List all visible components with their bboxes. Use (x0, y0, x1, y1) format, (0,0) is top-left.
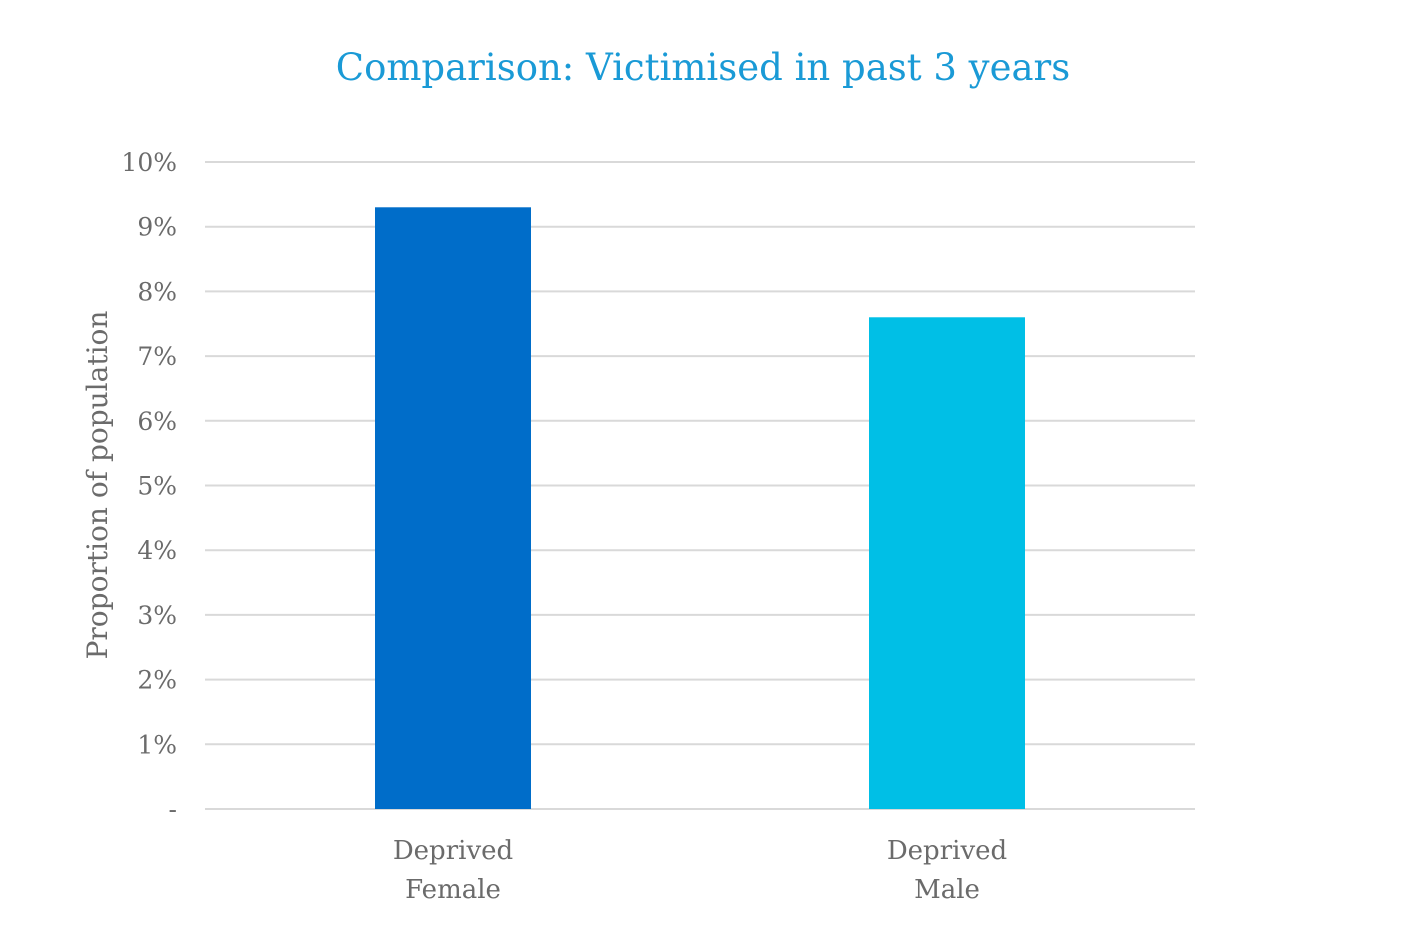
y-tick-label: 3% (137, 601, 177, 630)
y-tick-label: 2% (137, 666, 177, 695)
x-tick-label: Deprived (393, 836, 513, 866)
chart-title: Comparison: Victimised in past 3 years (336, 46, 1070, 89)
y-tick-label: 10% (121, 148, 177, 177)
y-tick-label: 9% (137, 213, 177, 242)
y-tick-label: 1% (137, 730, 177, 759)
y-tick-label: 7% (137, 342, 177, 371)
x-axis-ticks: Deprived Female Deprived Male (393, 836, 1007, 905)
x-tick-label: Deprived (887, 836, 1007, 866)
y-axis-label: Proportion of population (81, 311, 114, 660)
bar-1 (869, 317, 1025, 809)
y-tick-label: 4% (137, 536, 177, 565)
y-tick-label: 8% (137, 277, 177, 306)
y-tick-label: 5% (137, 472, 177, 501)
y-tick-label: 6% (137, 407, 177, 436)
x-tick-label: Female (405, 875, 501, 905)
bar-0 (375, 207, 531, 810)
y-axis-ticks: - 1% 2% 3% 4% 5% 6% 7% 8% 9% 10% (121, 148, 177, 824)
bars (375, 207, 1025, 810)
y-tick-label: - (169, 795, 177, 824)
gridlines (205, 161, 1195, 810)
x-tick-label: Male (914, 875, 980, 905)
